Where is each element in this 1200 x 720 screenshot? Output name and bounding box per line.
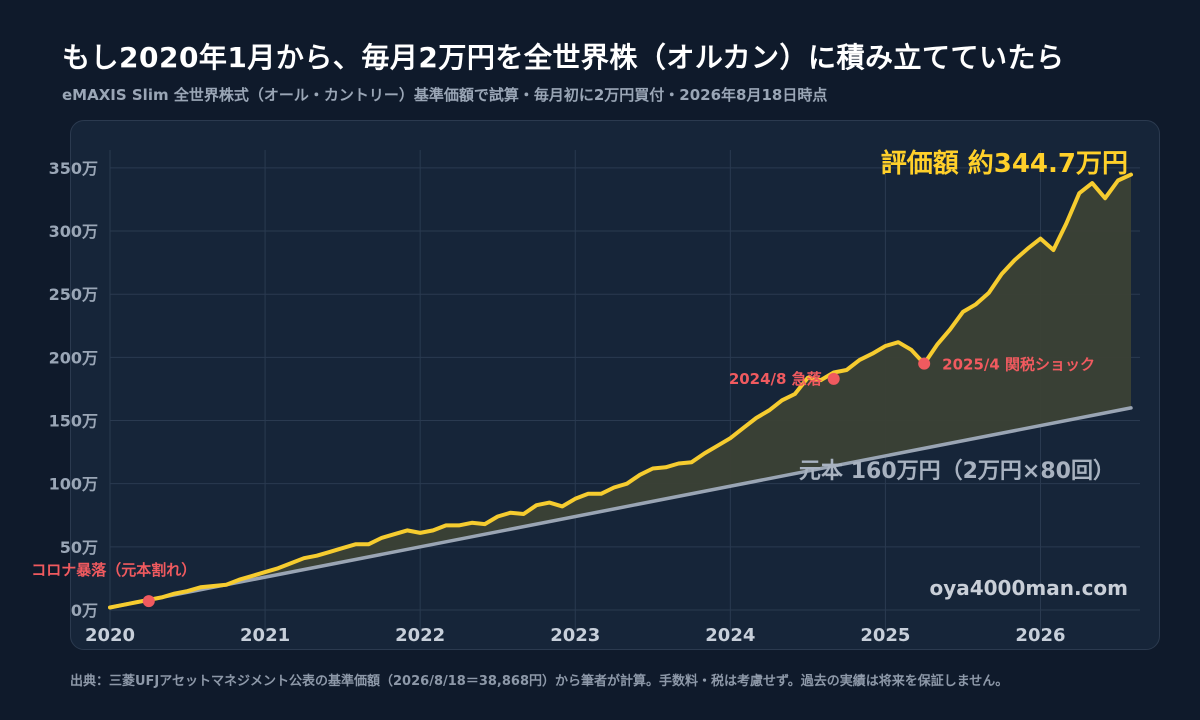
y-axis-ticks: 0万 50万 100万 150万 200万 250万 300万 350万 bbox=[49, 159, 98, 620]
y-tick-label: 100万 bbox=[49, 475, 98, 494]
annotation-marker bbox=[142, 595, 155, 608]
principal-line bbox=[108, 406, 1133, 610]
x-tick-label: 2023 bbox=[550, 625, 600, 646]
annotation-label: コロナ暴落（元本割れ） bbox=[31, 561, 196, 579]
y-tick-label: 0万 bbox=[71, 601, 98, 620]
source-footnote: 出典：三菱UFJアセットマネジメント公表の基準価額（2026/8/18＝38,8… bbox=[70, 674, 1009, 689]
y-tick-label: 50万 bbox=[60, 538, 98, 557]
y-tick-label: 150万 bbox=[49, 412, 98, 431]
y-tick-label: 250万 bbox=[49, 285, 98, 304]
annotation-label: 2024/8 急落 bbox=[729, 370, 823, 388]
x-tick-label: 2026 bbox=[1015, 625, 1065, 646]
x-tick-label: 2020 bbox=[85, 625, 135, 646]
y-tick-label: 200万 bbox=[49, 348, 98, 367]
annotation-marker bbox=[918, 357, 931, 370]
series-lines bbox=[108, 172, 1133, 610]
valuation-label: 評価額 約344.7万円 bbox=[881, 148, 1128, 179]
watermark: oya4000man.com bbox=[929, 576, 1128, 600]
page-title: もし2020年1月から、毎月2万円を全世界株（オルカン）に積み立てていたら bbox=[62, 41, 1065, 74]
gap-area bbox=[110, 174, 1131, 608]
x-tick-label: 2022 bbox=[395, 625, 445, 646]
annotations: コロナ暴落（元本割れ） 2024/8 急落 2025/4 関税ショック bbox=[31, 356, 1095, 608]
gap-area-fill bbox=[110, 174, 1131, 608]
y-tick-label: 350万 bbox=[49, 159, 98, 178]
page-subtitle: eMAXIS Slim 全世界株式（オール・カントリー）基準価額で試算・毎月初に… bbox=[62, 86, 828, 104]
valuation-line bbox=[108, 172, 1133, 610]
principal-label: 元本 160万円（2万円×80回） bbox=[799, 459, 1115, 484]
x-axis-ticks: 2020 2021 2022 2023 2024 2025 2026 bbox=[85, 625, 1066, 646]
annotation-marker bbox=[827, 372, 840, 385]
x-tick-label: 2024 bbox=[705, 625, 755, 646]
annotation-label: 2025/4 関税ショック bbox=[942, 356, 1095, 374]
y-tick-label: 300万 bbox=[49, 222, 98, 241]
x-tick-label: 2021 bbox=[240, 625, 290, 646]
x-tick-label: 2025 bbox=[860, 625, 910, 646]
